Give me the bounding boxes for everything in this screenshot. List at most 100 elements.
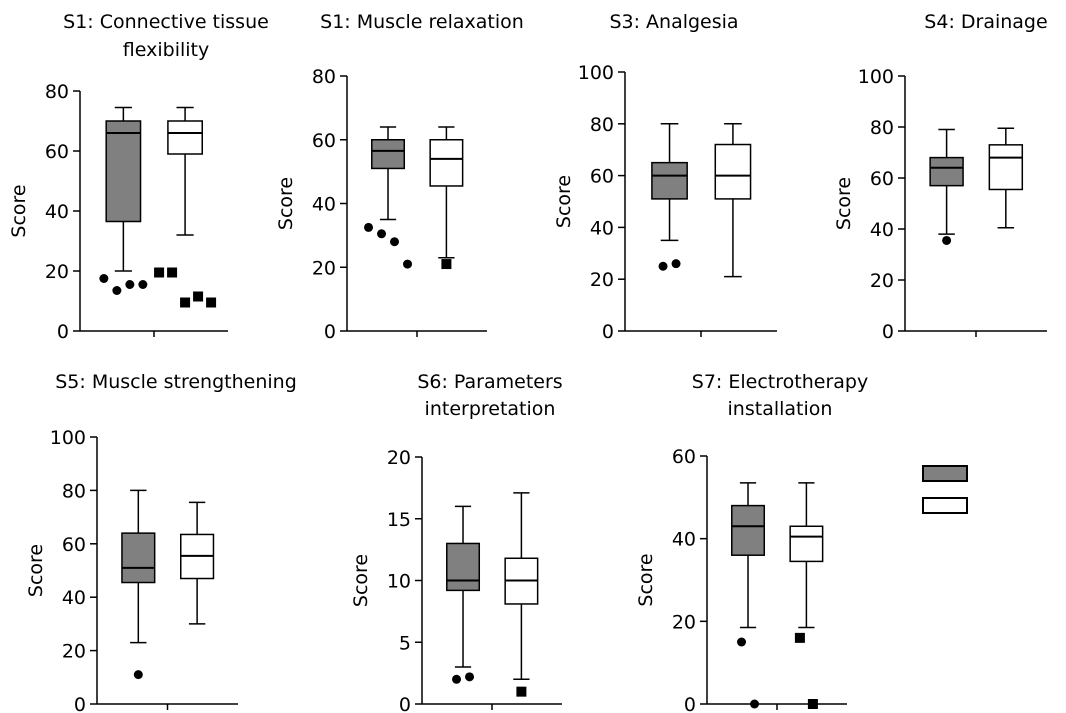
y-axis-label: Score: [8, 184, 30, 237]
chart-title: installation: [728, 398, 833, 420]
chart-panel-6: S6: Parameters interpretation Score 0 5 10 15 2…: [350, 371, 563, 713]
y-tick-label: 60: [870, 168, 894, 190]
y-tick-label: 60: [672, 446, 696, 468]
outlier-point: [737, 637, 747, 647]
box-group-2: [180, 501, 215, 625]
y-tick-label: 80: [870, 117, 894, 139]
y-tick-label: 10: [387, 571, 411, 593]
iqr-box: [988, 144, 1024, 191]
box-group-1: [731, 482, 766, 709]
y-tick-label: 40: [312, 194, 336, 216]
chart-title: interpretation: [425, 398, 556, 420]
y-tick-label: 80: [590, 114, 614, 136]
y-tick-label: 60: [62, 534, 86, 556]
outlier-point: [441, 259, 452, 270]
outlier-point: [750, 699, 760, 709]
y-tick-label: 100: [858, 66, 894, 88]
chart-title: flexibility: [123, 39, 209, 61]
y-tick-label: 20: [312, 257, 336, 279]
outlier-point: [364, 222, 374, 232]
y-tick-label: 80: [45, 81, 69, 103]
y-tick-label: 40: [45, 201, 69, 223]
box-group-1: [651, 123, 688, 271]
box-group-2: [789, 482, 824, 709]
outlier-point: [193, 291, 204, 302]
chart-title: S3: Analgesia: [609, 11, 738, 33]
outlier-point: [112, 286, 122, 295]
box-group-2: [154, 106, 217, 308]
y-tick-label: 0: [74, 694, 86, 713]
iqr-box: [651, 161, 688, 200]
y-axis-label: Score: [25, 544, 47, 597]
iqr-box: [167, 120, 203, 155]
iqr-box: [105, 120, 142, 223]
y-tick-label: 20: [672, 611, 696, 633]
chart-panel-1: S1: Connective tissue flexibility Score 0 20…: [8, 11, 269, 343]
box-group-2: [988, 127, 1024, 229]
outlier-point: [180, 297, 191, 308]
box-group-1: [99, 106, 148, 295]
box-group-2: [714, 123, 752, 278]
outlier-point: [206, 297, 217, 308]
iqr-box: [429, 139, 464, 187]
y-axis-label: Score: [553, 175, 575, 228]
y-tick-label: 60: [312, 130, 336, 152]
iqr-box: [929, 156, 964, 187]
y-tick-label: 15: [387, 509, 411, 531]
iqr-box: [446, 542, 481, 592]
y-tick-label: 80: [62, 480, 86, 502]
legend: [922, 465, 968, 514]
outlier-point: [154, 267, 165, 278]
y-tick-label: 20: [45, 261, 69, 283]
chart-panel-7: S7: Electrotherapy installation Score 0 20 40…: [635, 371, 868, 713]
outlier-point: [133, 670, 143, 680]
box-group-1: [929, 128, 964, 245]
outlier-point: [516, 686, 527, 697]
chart-title: S4: Drainage: [924, 11, 1047, 33]
outlier-point: [167, 267, 178, 278]
outlier-point: [138, 280, 148, 289]
y-tick-label: 100: [50, 427, 86, 449]
y-tick-label: 0: [57, 321, 69, 343]
outlier-point: [794, 632, 805, 643]
y-tick-label: 0: [324, 321, 336, 343]
outlier-point: [807, 699, 818, 709]
y-tick-label: 0: [602, 321, 614, 343]
box-group-1: [446, 505, 481, 684]
outlier-point: [403, 259, 413, 269]
y-tick-label: 20: [870, 270, 894, 292]
chart-panel-5: S5: Muscle strengthening Score 0 20 40 60 80 10…: [25, 371, 297, 713]
iqr-box: [714, 143, 752, 200]
chart-title: S1: Muscle relaxation: [320, 11, 524, 33]
y-tick-label: 20: [62, 641, 86, 663]
outlier-point: [99, 274, 109, 283]
y-tick-label: 60: [590, 166, 614, 188]
box-group-1: [121, 489, 156, 680]
box-group-2: [429, 126, 464, 270]
iqr-box: [789, 525, 824, 563]
iqr-box: [731, 504, 766, 556]
outlier-point: [125, 280, 135, 289]
y-tick-label: 40: [62, 587, 86, 609]
chart-title: S7: Electrotherapy: [692, 371, 868, 393]
y-tick-label: 40: [870, 219, 894, 241]
outlier-point: [942, 235, 952, 245]
y-tick-label: 20: [590, 269, 614, 291]
y-axis-label: Score: [275, 177, 297, 230]
y-tick-label: 0: [684, 694, 696, 713]
iqr-box: [121, 532, 156, 584]
chart-panel-3: S3: Analgesia Score 0 20 40 60 80 100: [553, 11, 777, 343]
y-tick-label: 5: [399, 632, 411, 654]
y-tick-label: 60: [45, 141, 69, 163]
y-tick-label: 20: [387, 447, 411, 469]
chart-title: S1: Connective tissue: [63, 11, 269, 33]
y-tick-label: 40: [590, 217, 614, 239]
y-tick-label: 0: [399, 694, 411, 713]
y-axis-label: Score: [833, 177, 855, 230]
box-group-1: [364, 126, 413, 269]
y-tick-label: 100: [578, 62, 614, 84]
y-tick-label: 80: [312, 66, 336, 88]
outlier-point: [658, 261, 668, 271]
legend-swatch-group-1: [922, 465, 968, 482]
